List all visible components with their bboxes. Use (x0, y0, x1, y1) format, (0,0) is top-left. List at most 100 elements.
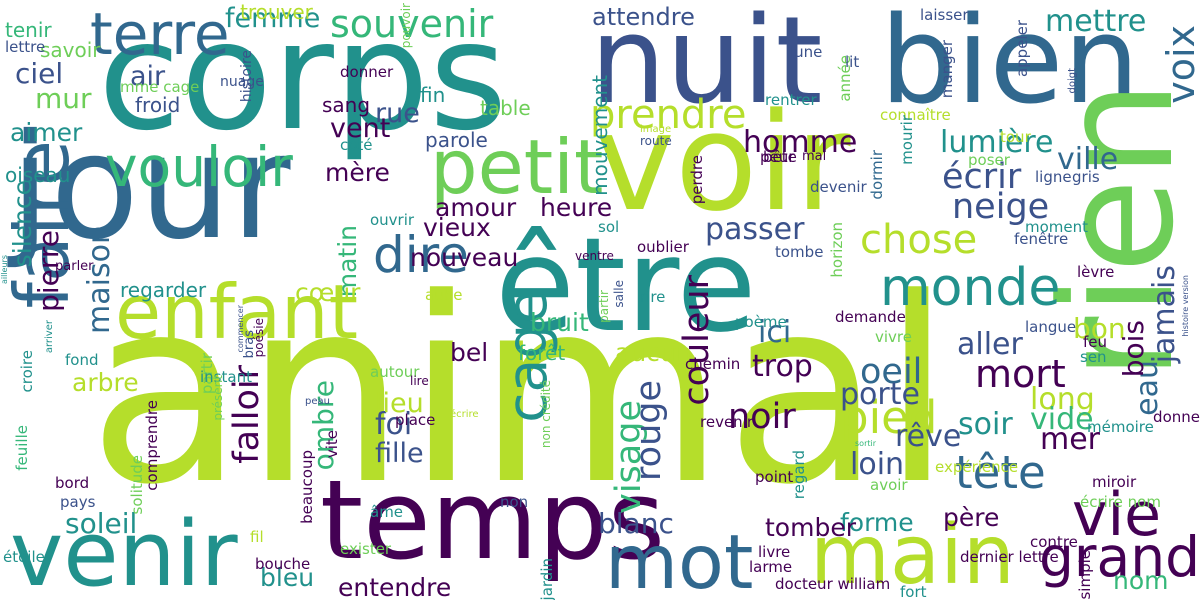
cloud-word: passer (705, 212, 805, 247)
cloud-word: forêt (518, 341, 566, 365)
cloud-word: non crédité (539, 380, 553, 449)
cloud-word: être (495, 209, 757, 361)
cloud-word: vide (1030, 402, 1094, 437)
cloud-word: regard (790, 450, 808, 500)
cloud-word: corps (98, 0, 508, 164)
cloud-word: mort (975, 352, 1066, 396)
cloud-word: bel (450, 338, 489, 367)
cloud-word: manger (938, 40, 956, 99)
cloud-word: parole (425, 128, 488, 152)
cloud-word: présent (211, 375, 225, 421)
cloud-word: poème (735, 313, 787, 331)
cloud-word: oiseau (5, 163, 71, 187)
cloud-word: bouche (255, 555, 311, 573)
cloud-word: vouloir (105, 135, 293, 199)
cloud-word: instant (200, 368, 252, 386)
cloud-word: dernier lettre (960, 548, 1059, 566)
cloud-word: connaître (880, 106, 951, 124)
cloud-word: venir (10, 502, 238, 600)
cloud-word: ventre (575, 249, 614, 263)
cloud-word: bois (1117, 320, 1150, 378)
cloud-word: tombe (775, 243, 824, 261)
cloud-word: table (480, 96, 531, 120)
cloud-word: arbre (72, 368, 139, 397)
cloud-word: beaucoup (298, 450, 316, 524)
cloud-word: pied (840, 391, 938, 444)
cloud-word: exister (340, 540, 392, 558)
cloud-word: aimer (10, 118, 83, 147)
cloud-word: rouge (629, 380, 669, 481)
cloud-word: mot (605, 518, 754, 600)
cloud-word: bleu (260, 563, 315, 592)
cloud-word: petit (430, 123, 604, 211)
cloud-word: femme (225, 3, 321, 34)
cloud-word: nom (1113, 566, 1169, 595)
cloud-word: ouvrir (370, 211, 415, 229)
cloud-word: lit (845, 53, 860, 71)
cloud-word: âme (370, 503, 404, 521)
cloud-word: pouvoir (399, 3, 413, 49)
cloud-word: aube (425, 286, 463, 304)
cloud-word: bien (880, 0, 1140, 131)
cloud-word: feuille (13, 425, 31, 471)
cloud-word: lune (790, 43, 823, 61)
cloud-word: ailleurs (0, 255, 9, 285)
cloud-word: rentrer (765, 91, 817, 109)
cloud-word: mer (1040, 422, 1101, 457)
cloud-word: long (1030, 382, 1095, 417)
cloud-word: comprendre (143, 400, 161, 491)
cloud-word: expérience (935, 458, 1019, 476)
cloud-word: écrir (942, 157, 1022, 197)
cloud-word: arriver (44, 320, 55, 354)
cloud-word: histoire version (1181, 275, 1190, 337)
cloud-word: voix (1159, 25, 1200, 104)
cloud-word: trop (752, 349, 813, 384)
cloud-word: vent (330, 113, 391, 144)
cloud-word: fenêtre (1014, 230, 1069, 248)
cloud-word: mur (35, 82, 92, 115)
cloud-word: place (395, 411, 436, 429)
cloud-word: gris (1072, 168, 1100, 186)
cloud-word: jamais (1147, 265, 1182, 364)
cloud-word: perdre (688, 155, 706, 205)
cloud-word: foi (375, 407, 413, 442)
cloud-word: bon (1073, 312, 1126, 345)
cloud-word: tenir (5, 18, 52, 42)
cloud-word: peur (760, 148, 795, 166)
cloud-word: sang (322, 93, 371, 117)
cloud-word: docteur william (775, 575, 891, 593)
cloud-word: maison (82, 225, 117, 334)
cloud-word: sen (1080, 348, 1107, 366)
cloud-word: noir (728, 397, 796, 437)
cloud-word: jardin (538, 557, 556, 600)
cloud-word: côté (340, 136, 373, 154)
cloud-word: ici (758, 315, 792, 350)
cloud-word: mouvement (588, 75, 612, 196)
cloud-word: autour (370, 363, 420, 381)
cloud-word: moment (1025, 218, 1089, 236)
cloud-word: froid (135, 93, 181, 117)
cloud-word: oeil (860, 352, 923, 392)
cloud-word: salle (612, 280, 626, 308)
cloud-word: père (943, 503, 1000, 532)
cloud-word: miroir (1092, 473, 1137, 491)
cloud-word: nuit (590, 0, 823, 131)
cloud-word: écrire nom (1080, 493, 1161, 511)
cloud-word: lèvre (1077, 263, 1115, 281)
cloud-word: commencer (236, 305, 245, 353)
cloud-word: forme (840, 508, 914, 537)
cloud-word: lettre (5, 38, 46, 56)
cloud-word: chose (860, 217, 978, 263)
cloud-word: monde (880, 258, 1061, 318)
cloud-word: revenir (700, 413, 754, 431)
cloud-word: tour (1000, 128, 1031, 146)
cloud-word: demande (835, 308, 906, 326)
cloud-word: vite (323, 430, 341, 459)
cloud-word: homme (743, 125, 858, 160)
cloud-word: heure (540, 193, 613, 222)
cloud-word: donne (1153, 408, 1200, 426)
cloud-word: sol (598, 218, 620, 236)
cloud-word: main (810, 508, 1015, 600)
cloud-word: fille (375, 438, 424, 469)
